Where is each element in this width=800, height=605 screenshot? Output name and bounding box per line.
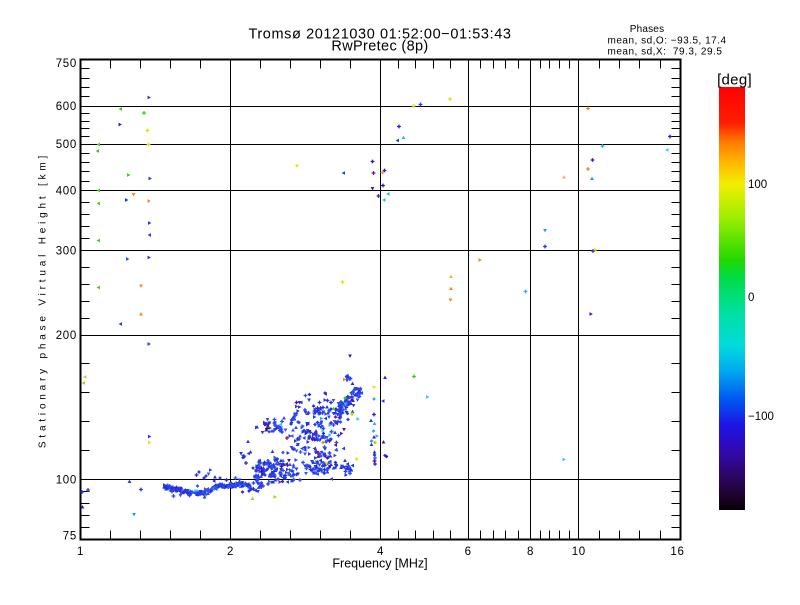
svg-text:1: 1 [77, 546, 84, 558]
svg-text:300: 300 [56, 246, 77, 258]
svg-text:[deg]: [deg] [717, 72, 752, 89]
svg-text:mean, sd,O: −93.5, 17.4: mean, sd,O: −93.5, 17.4 [608, 35, 727, 46]
svg-text:100: 100 [56, 475, 77, 487]
svg-text:2: 2 [227, 546, 234, 558]
svg-text:RwPretec (8p): RwPretec (8p) [331, 38, 428, 54]
svg-text:750: 750 [56, 58, 77, 70]
svg-text:16: 16 [670, 546, 684, 558]
svg-text:6: 6 [465, 546, 472, 558]
svg-text:Tromsø 20121030 01:52:00−01:53: Tromsø 20121030 01:52:00−01:53:43 [248, 26, 511, 42]
svg-text:mean, sd,X: 79.3, 29.5: mean, sd,X: 79.3, 29.5 [608, 46, 723, 57]
svg-text:0: 0 [748, 292, 754, 304]
svg-text:Stationary phase Virtual Heigh: Stationary phase Virtual Height [km] [38, 152, 49, 448]
svg-text:400: 400 [56, 186, 77, 198]
svg-text:4: 4 [377, 546, 384, 558]
svg-text:Phases: Phases [630, 24, 665, 35]
svg-text:8: 8 [527, 546, 534, 558]
svg-text:75: 75 [63, 531, 77, 543]
svg-text:Frequency [MHz]: Frequency [MHz] [332, 557, 427, 571]
svg-text:100: 100 [748, 179, 767, 191]
svg-text:200: 200 [56, 330, 77, 342]
svg-text:500: 500 [56, 139, 77, 151]
svg-text:10: 10 [572, 546, 586, 558]
svg-text:600: 600 [56, 101, 77, 113]
svg-text:−100: −100 [748, 411, 774, 423]
